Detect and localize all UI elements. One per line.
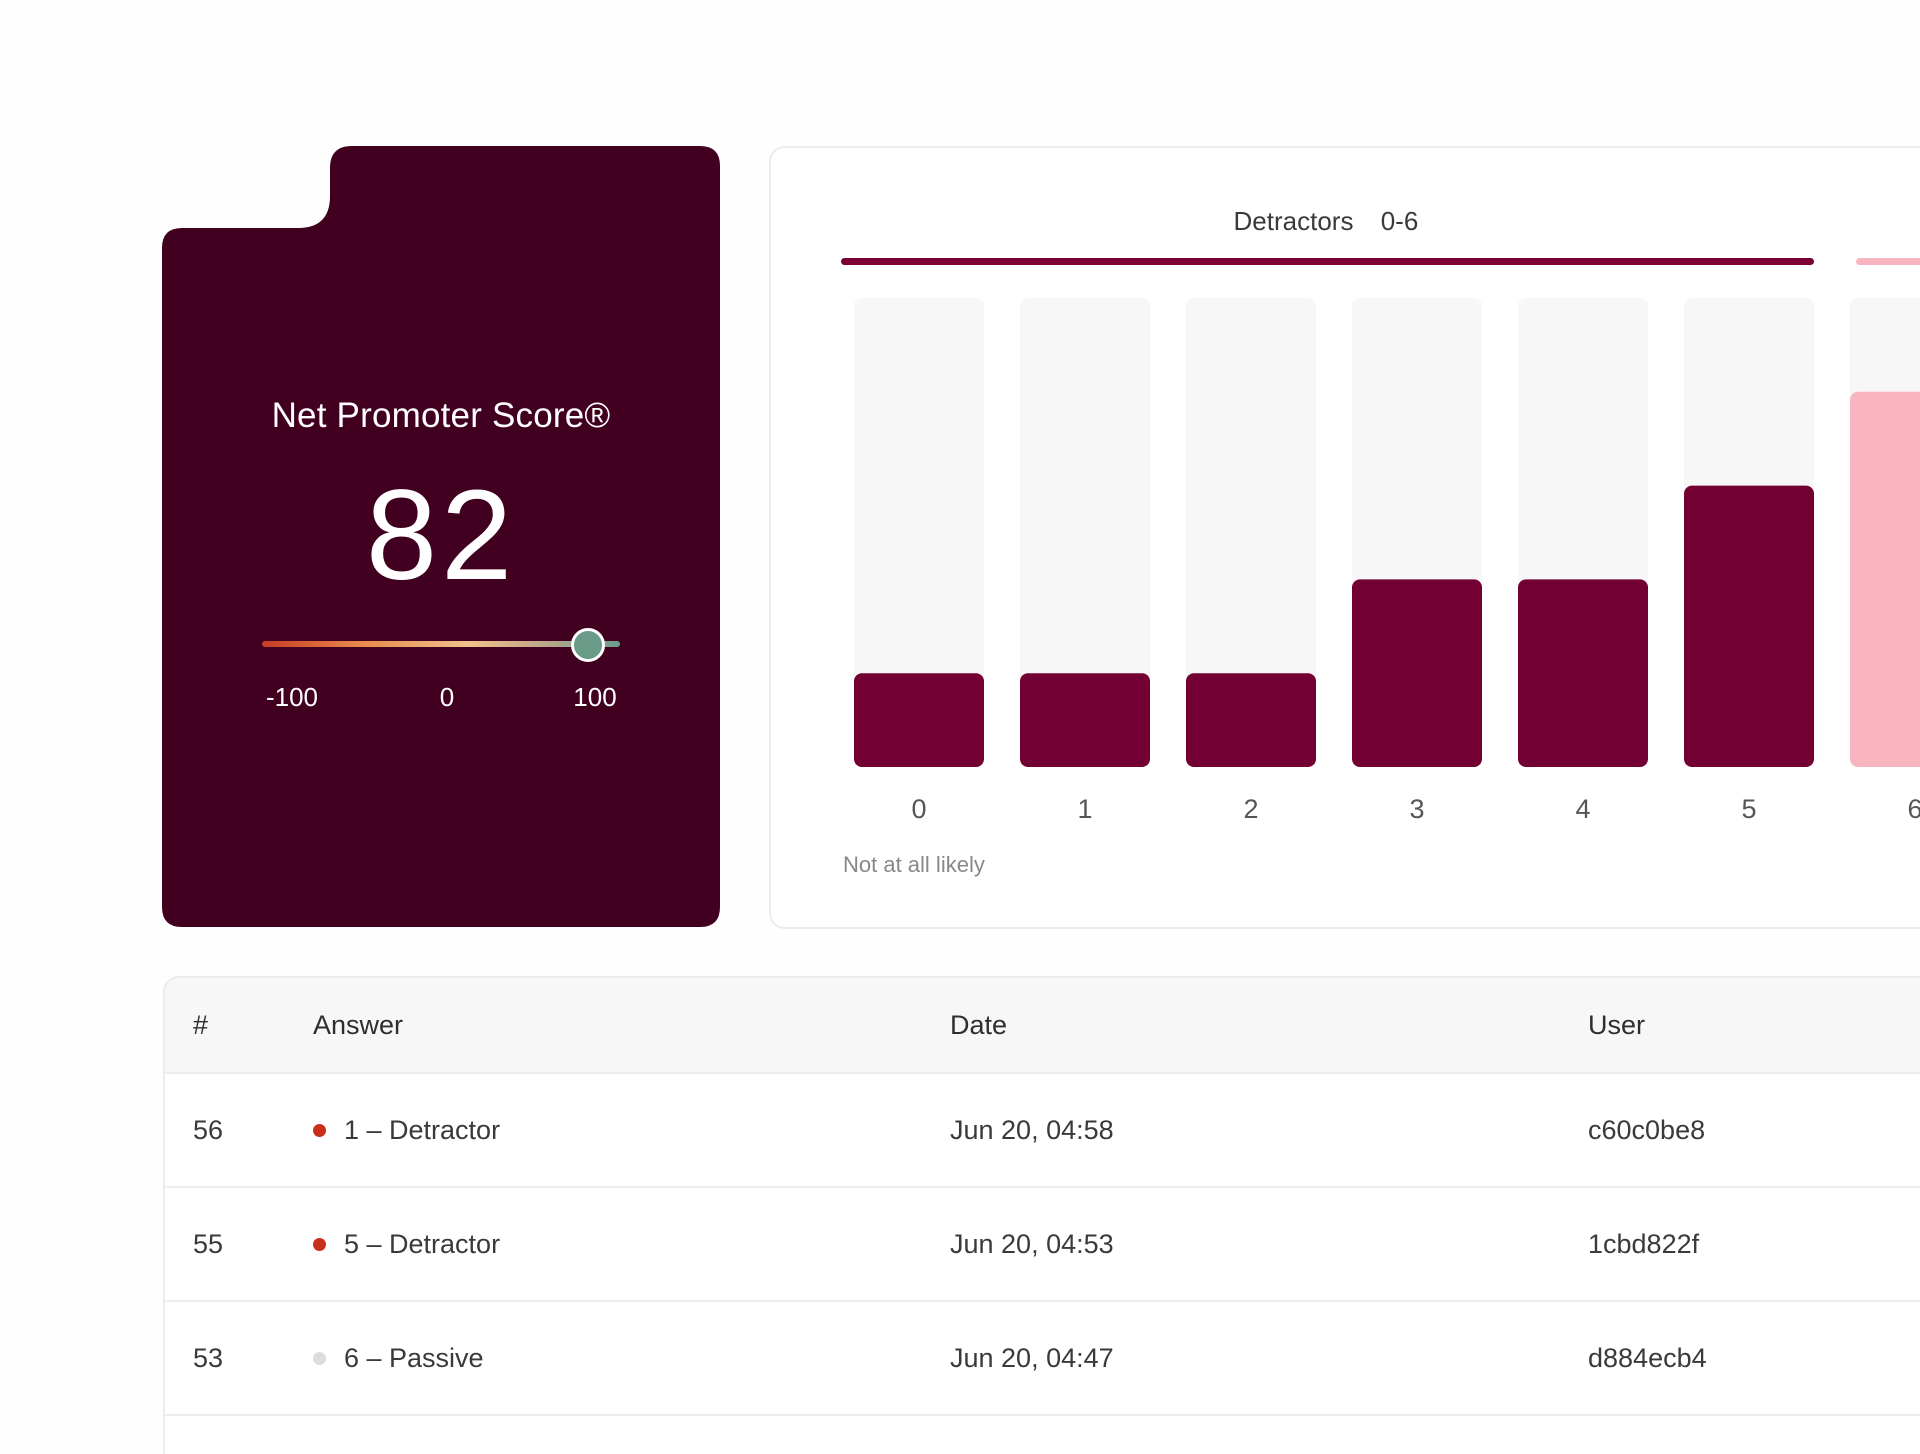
nps-gauge-mid-label: 0: [439, 682, 455, 712]
nps-gauge-min-label: -100: [265, 682, 319, 712]
row-answer: 1 – Detractor: [313, 1074, 500, 1186]
row-answer-label: 1 – Detractor: [344, 1114, 501, 1145]
nps-gauge-thumb: [570, 628, 605, 662]
row-user: 1cbd822f: [1588, 1228, 1700, 1259]
tick-label-5: 5: [1741, 794, 1756, 824]
nps-value: 82: [365, 464, 517, 607]
nps-score-card: Net Promoter Score® 82 -100 0 100: [162, 146, 720, 927]
score-distribution-chart: Detractors 0-6 0 1 2 3 4 5 6 Not at all likely: [841, 206, 1920, 877]
bar-score-6: [1850, 391, 1920, 767]
column-header-number[interactable]: #: [193, 1009, 209, 1040]
row-number: 53: [193, 1342, 224, 1373]
bar-score-0: [854, 673, 984, 767]
column-header-user[interactable]: User: [1588, 1009, 1646, 1040]
row-date: Jun 20, 04:47: [950, 1342, 1114, 1373]
tick-label-2: 2: [1243, 794, 1258, 824]
row-answer-label: 5 – Detractor: [344, 1228, 501, 1259]
bar-background: [1020, 298, 1150, 767]
group-bar-next: [1856, 258, 1920, 265]
group-range-detractors: 0-6: [1381, 206, 1419, 236]
nps-title: Net Promoter Score®: [271, 396, 611, 435]
status-dot-icon: [313, 1351, 326, 1365]
column-header-answer[interactable]: Answer: [313, 1009, 404, 1040]
tick-label-0: 0: [911, 794, 926, 824]
row-number: 55: [193, 1228, 224, 1259]
nps-gauge-track: [262, 641, 620, 647]
table-row[interactable]: 53 6 – Passive Jun 20, 04:47 d884ecb4: [165, 1302, 1920, 1416]
nps-gauge-max-label: 100: [573, 682, 617, 712]
group-bar-detractors: [841, 258, 1814, 265]
responses-table: # Answer Date User 56 1 – Detractor Jun …: [163, 976, 1920, 1454]
row-number: 56: [193, 1114, 224, 1145]
nps-card-background: [162, 146, 720, 927]
bar-score-4: [1518, 579, 1648, 767]
bar-background: [1186, 298, 1316, 767]
row-answer: 5 – Detractor: [313, 1188, 500, 1300]
row-date: Jun 20, 04:53: [950, 1228, 1114, 1259]
column-header-date[interactable]: Date: [950, 1009, 1008, 1040]
table-row[interactable]: 55 5 – Detractor Jun 20, 04:53 1cbd822f: [165, 1188, 1920, 1302]
group-label-detractors: Detractors: [1234, 206, 1354, 236]
tick-label-4: 4: [1575, 794, 1590, 824]
table-row[interactable]: 56 1 – Detractor Jun 20, 04:58 c60c0be8: [165, 1074, 1920, 1188]
tick-label-6: 6: [1907, 794, 1920, 824]
row-answer: 6 – Passive: [313, 1302, 484, 1414]
row-date: Jun 20, 04:58: [950, 1114, 1114, 1145]
bar-score-2: [1186, 673, 1316, 767]
status-dot-icon: [313, 1123, 326, 1137]
score-distribution-panel: Detractors 0-6 0 1 2 3 4 5 6 Not at all likely: [769, 146, 1920, 929]
tick-label-3: 3: [1409, 794, 1424, 824]
row-user: c60c0be8: [1588, 1114, 1706, 1145]
bar-score-3: [1352, 579, 1482, 767]
tick-label-1: 1: [1077, 794, 1092, 824]
row-user: d884ecb4: [1588, 1342, 1707, 1373]
bar-score-5: [1684, 485, 1814, 767]
nps-gauge: [262, 624, 620, 664]
row-answer-label: 6 – Passive: [344, 1342, 484, 1373]
table-header: # Answer Date User: [165, 978, 1920, 1074]
axis-caption-left: Not at all likely: [843, 852, 985, 877]
status-dot-icon: [313, 1237, 326, 1251]
bar-score-1: [1020, 673, 1150, 767]
bar-background: [854, 298, 984, 767]
